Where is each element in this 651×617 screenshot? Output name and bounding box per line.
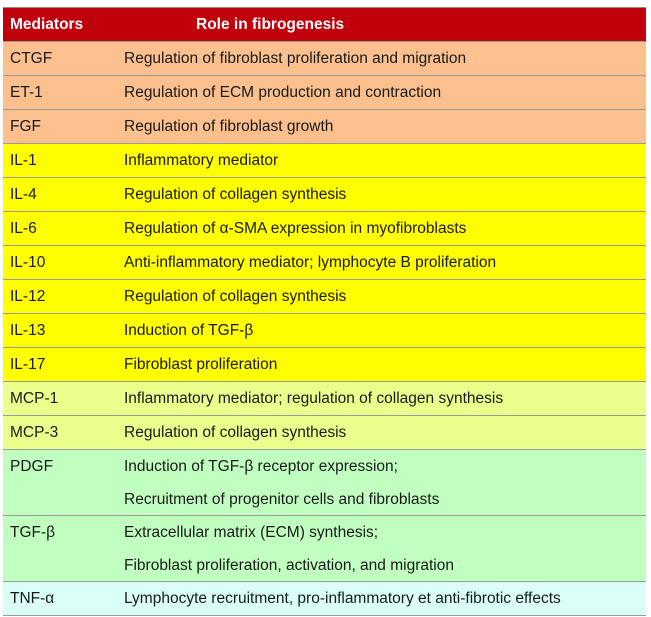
table-row: TGF-β Extracellular matrix (ECM) synthesi… — [3, 516, 646, 582]
role-cell: Regulation of fibroblast proliferation a… — [119, 42, 646, 75]
mediator-name: IL-4 — [10, 186, 37, 203]
role-text: Induction of TGF-β — [124, 322, 254, 339]
role-cell: Regulation of fibroblast growth — [119, 110, 646, 143]
role-cell: Regulation of collagen synthesis — [119, 280, 646, 313]
mediator-cell: MCP-3 — [3, 416, 119, 449]
mediator-cell: ET-1 — [3, 76, 119, 109]
role-text: Regulation of fibroblast growth — [124, 118, 334, 135]
mediator-name: IL-10 — [10, 254, 46, 271]
table-row: IL-1 Inflammatory mediator — [3, 144, 646, 178]
role-cell: Regulation of collagen synthesis — [119, 178, 646, 211]
mediator-cell: IL-1 — [3, 144, 119, 177]
role-text: Regulation of fibroblast proliferation a… — [124, 50, 467, 67]
role-cell: Anti-inflammatory mediator; lymphocyte B… — [119, 246, 646, 279]
table-row: IL-4 Regulation of collagen synthesis — [3, 178, 646, 212]
role-cell: Regulation of collagen synthesis — [119, 416, 646, 449]
role-cell: Inflammatory mediator; regulation of col… — [119, 382, 646, 415]
header-mediators: Mediators — [10, 16, 84, 33]
mediator-cell: MCP-1 — [3, 382, 119, 415]
mediator-cell: IL-10 — [3, 246, 119, 279]
table-row: IL-17 Fibroblast proliferation — [3, 348, 646, 382]
role-cell: Extracellular matrix (ECM) synthesis; Fib… — [119, 516, 646, 581]
role-text: Inflammatory mediator; regulation of col… — [124, 390, 504, 407]
mediator-cell: IL-13 — [3, 314, 119, 347]
role-text: Regulation of ECM production and contrac… — [124, 84, 442, 101]
mediator-cell: IL-12 — [3, 280, 119, 313]
mediator-name: IL-1 — [10, 152, 37, 169]
role-cell: Fibroblast proliferation — [119, 348, 646, 381]
role-cell: Induction of TGF-β receptor expression; R… — [119, 450, 646, 515]
mediator-cell: IL-6 — [3, 212, 119, 245]
mediator-name: IL-12 — [10, 288, 46, 305]
role-cell: Inflammatory mediator — [119, 144, 646, 177]
table-row: CTGF Regulation of fibroblast proliferati… — [3, 42, 646, 76]
mediator-name: MCP-1 — [10, 390, 59, 407]
mediator-cell: IL-4 — [3, 178, 119, 211]
table-row: IL-6 Regulation of α-SMA expression in my… — [3, 212, 646, 246]
table-row: TNF-α Lymphocyte recruitment, pro-inflamm… — [3, 582, 646, 616]
mediator-cell: CTGF — [3, 42, 119, 75]
mediator-cell: FGF — [3, 110, 119, 143]
table-body: CTGF Regulation of fibroblast proliferati… — [3, 42, 646, 616]
table-row: IL-10 Anti-inflammatory mediator; lymphoc… — [3, 246, 646, 280]
table-row: MCP-1 Inflammatory mediator; regulation o… — [3, 382, 646, 416]
table-row: IL-13 Induction of TGF-β — [3, 314, 646, 348]
table-row: MCP-3 Regulation of collagen synthesis — [3, 416, 646, 450]
table-row: FGF Regulation of fibroblast growth — [3, 110, 646, 144]
mediator-cell: PDGF — [3, 450, 119, 515]
role-text: Inflammatory mediator — [124, 152, 279, 169]
role-text: Lymphocyte recruitment, pro-inflammatory… — [124, 590, 561, 607]
role-text: Induction of TGF-β receptor expression; — [124, 458, 398, 475]
fibrogenesis-mediators-table: Mediators Role in fibrogenesis CTGF Regul… — [3, 7, 646, 616]
table-row: ET-1 Regulation of ECM production and con… — [3, 76, 646, 110]
table-row: IL-12 Regulation of collagen synthesis — [3, 280, 646, 314]
role-text: Extracellular matrix (ECM) synthesis; — [124, 524, 379, 541]
table-row: PDGF Induction of TGF-β receptor expressi… — [3, 450, 646, 516]
role-cell: Regulation of ECM production and contrac… — [119, 76, 646, 109]
table-header-row: Mediators Role in fibrogenesis — [3, 8, 646, 42]
role-text: Regulation of α-SMA expression in myofib… — [124, 220, 467, 237]
role-text: Regulation of collagen synthesis — [124, 186, 347, 203]
mediator-name: CTGF — [10, 50, 53, 67]
role-text: Regulation of collagen synthesis — [124, 288, 347, 305]
mediator-name: IL-17 — [10, 356, 46, 373]
role-text: Fibroblast proliferation — [124, 356, 278, 373]
mediator-cell: TGF-β — [3, 516, 119, 581]
mediator-name: TGF-β — [10, 524, 56, 541]
role-text: Regulation of collagen synthesis — [124, 424, 347, 441]
mediator-name: MCP-3 — [10, 424, 59, 441]
role-cell: Regulation of α-SMA expression in myofib… — [119, 212, 646, 245]
mediator-cell: TNF-α — [3, 582, 119, 615]
role-text: Anti-inflammatory mediator; lymphocyte B… — [124, 254, 497, 271]
role-cell: Induction of TGF-β — [119, 314, 646, 347]
role-cell: Lymphocyte recruitment, pro-inflammatory… — [119, 582, 646, 615]
mediator-name: TNF-α — [10, 590, 55, 607]
header-role: Role in fibrogenesis — [196, 16, 345, 33]
mediator-name: PDGF — [10, 458, 54, 475]
role-text: Recruitment of progenitor cells and fibr… — [124, 491, 440, 508]
mediator-name: FGF — [10, 118, 41, 135]
role-text: Fibroblast proliferation, activation, an… — [124, 557, 454, 574]
mediator-name: IL-13 — [10, 322, 46, 339]
mediator-cell: IL-17 — [3, 348, 119, 381]
mediator-name: ET-1 — [10, 84, 43, 101]
mediator-name: IL-6 — [10, 220, 37, 237]
